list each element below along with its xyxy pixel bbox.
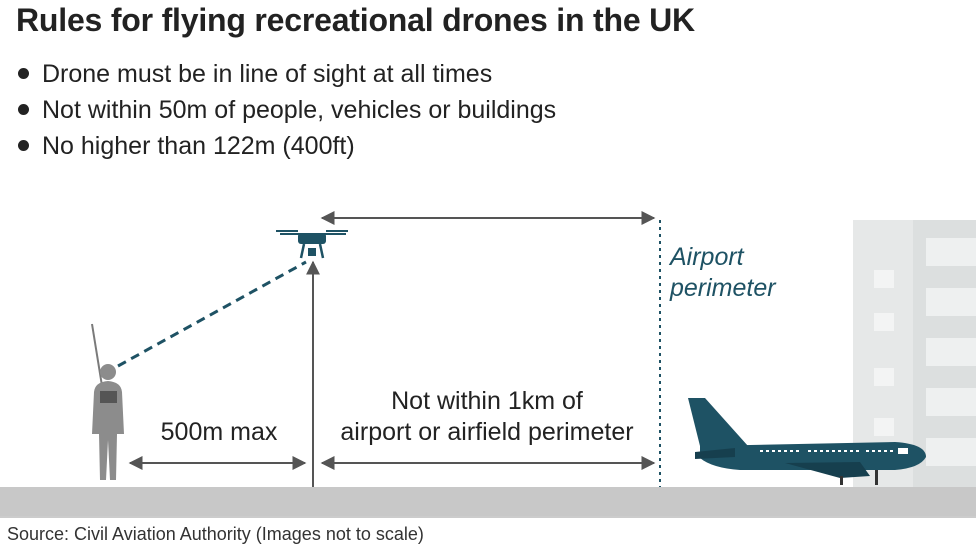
bullet-icon: [18, 68, 29, 79]
rule-item: Not within 50m of people, vehicles or bu…: [16, 94, 556, 130]
bullet-icon: [18, 140, 29, 151]
rule-item: Drone must be in line of sight at all ti…: [16, 58, 556, 94]
airplane-icon: [688, 398, 926, 485]
airport-label-line2: perimeter: [669, 274, 777, 302]
drone-icon: [276, 230, 348, 259]
airport-distance-label-line1: Not within 1km of: [391, 387, 583, 415]
line-of-sight: [117, 260, 307, 368]
rule-text: No higher than 122m (400ft): [42, 132, 355, 160]
rule-text: Not within 50m of people, vehicles or bu…: [42, 96, 557, 124]
page-title: Rules for flying recreational drones in …: [16, 2, 695, 38]
rules-list: Drone must be in line of sight at all ti…: [16, 58, 556, 166]
rule-item: No higher than 122m (400ft): [16, 130, 556, 166]
person-icon: [91, 323, 124, 480]
airport-distance-label-line2: airport or airfield perimeter: [340, 418, 633, 446]
rule-text: Drone must be in line of sight at all ti…: [42, 60, 493, 88]
bullet-icon: [18, 104, 29, 115]
source-note: Source: Civil Aviation Authority (Images…: [7, 524, 424, 544]
ground: [0, 487, 976, 516]
airport-label-line1: Airport: [668, 243, 745, 271]
distance-label: 500m max: [161, 418, 278, 446]
